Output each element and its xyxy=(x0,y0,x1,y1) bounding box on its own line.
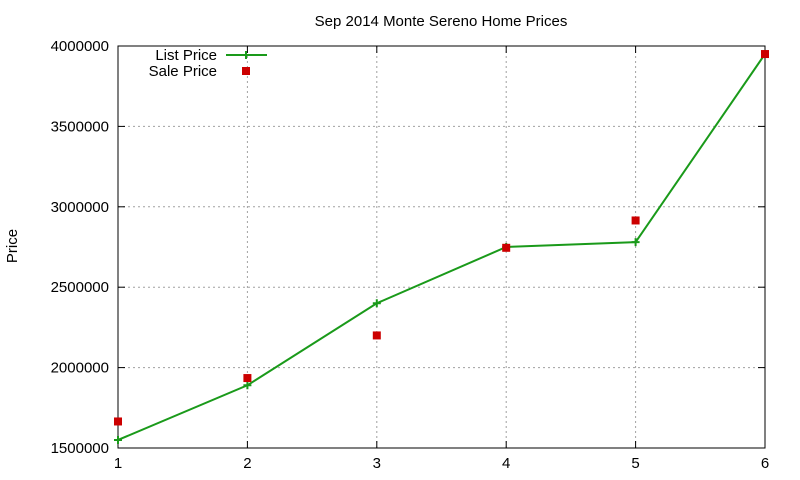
x-tick-label: 4 xyxy=(502,455,510,472)
series-1 xyxy=(114,50,769,426)
data-point xyxy=(114,417,122,426)
data-point xyxy=(372,299,381,308)
data-point xyxy=(372,331,381,340)
legend-label: List Price xyxy=(155,47,217,64)
legend-swatch-marker xyxy=(242,67,250,75)
series-layer xyxy=(114,50,769,444)
y-tick-label: 4000000 xyxy=(51,38,109,55)
x-tick-label: 5 xyxy=(631,455,639,472)
x-tick-label: 3 xyxy=(373,455,381,472)
data-point xyxy=(761,50,769,59)
data-point xyxy=(243,374,252,383)
y-tick-label: 1500000 xyxy=(51,440,109,457)
x-tick-label: 2 xyxy=(243,455,251,472)
plot-frame xyxy=(117,45,766,449)
data-point xyxy=(631,216,640,225)
x-tick-label: 1 xyxy=(114,455,122,472)
legend-swatch-marker xyxy=(242,51,250,59)
data-point xyxy=(243,381,252,390)
y-tick-label: 2000000 xyxy=(51,360,109,377)
data-point xyxy=(631,238,640,247)
y-tick-label: 3000000 xyxy=(51,199,109,216)
axis-ticks: 1500000 2000000 2500000 3000000 3500000 40000… xyxy=(51,38,770,472)
chart-title: Sep 2014 Monte Sereno Home Prices xyxy=(315,13,568,30)
data-point xyxy=(502,243,511,252)
y-axis-label: Price xyxy=(4,229,21,263)
data-point xyxy=(114,435,122,444)
x-tick-label: 6 xyxy=(761,455,769,472)
series-line xyxy=(117,53,766,441)
y-tick-label: 3500000 xyxy=(51,118,109,135)
y-tick-label: 2500000 xyxy=(51,279,109,296)
legend-label: Sale Price xyxy=(149,63,217,80)
